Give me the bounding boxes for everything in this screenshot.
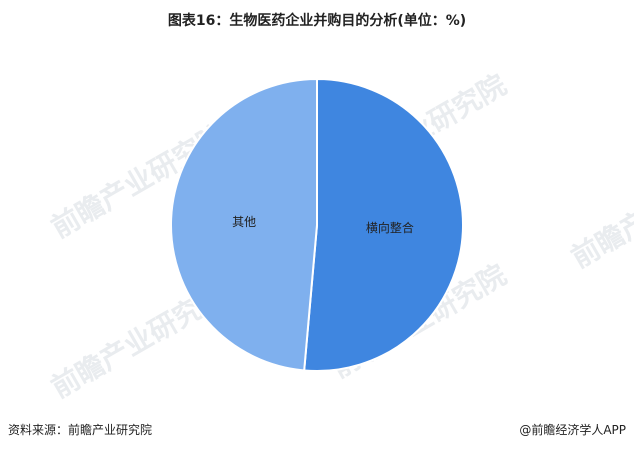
pie-slice-1 <box>170 77 318 372</box>
chart-title: 图表16：生物医药企业并购目的分析(单位：%) <box>167 13 467 29</box>
pie-slice-0 <box>303 77 464 372</box>
slice-label: 其他 <box>232 215 256 229</box>
source-note: 资料来源：前瞻产业研究院 <box>8 423 153 437</box>
brand-note: @前瞻经济学人APP <box>519 423 626 437</box>
slice-label: 横向整合 <box>366 220 414 235</box>
